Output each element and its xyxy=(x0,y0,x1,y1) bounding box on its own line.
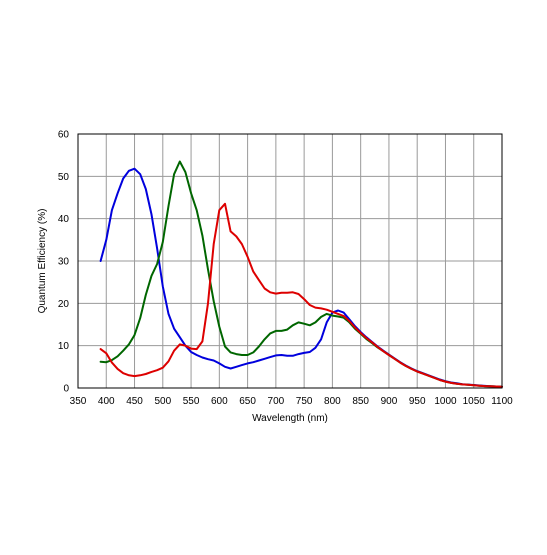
y-tick-label: 10 xyxy=(58,341,70,352)
y-tick-label: 20 xyxy=(58,299,70,310)
x-tick-label: 1000 xyxy=(434,396,457,407)
x-tick-label: 450 xyxy=(126,396,143,407)
series-lines xyxy=(99,160,503,388)
x-tick-label: 800 xyxy=(324,396,341,407)
y-tick-label: 50 xyxy=(58,172,70,183)
series-line-0 xyxy=(99,167,503,388)
plot-frame xyxy=(77,133,503,389)
x-tick-label: 850 xyxy=(352,396,369,407)
y-tick-label: 30 xyxy=(58,257,70,268)
y-tick-label: 0 xyxy=(63,384,69,395)
x-tick-label: 650 xyxy=(239,396,256,407)
x-tick-label: 900 xyxy=(381,396,398,407)
x-tick-label: 1100 xyxy=(491,396,513,407)
x-tick-label: 750 xyxy=(296,396,313,407)
x-tick-label: 550 xyxy=(183,396,200,407)
x-axis-label: Wavelength (nm) xyxy=(252,413,328,424)
x-tick-label: 500 xyxy=(154,396,171,407)
x-tick-label: 600 xyxy=(211,396,228,407)
tick-labels: 350 400 450 500 550 600 650 700 750 800 850 900 950 1… xyxy=(58,130,513,408)
x-tick-label: 700 xyxy=(268,396,285,407)
x-tick-label: 350 xyxy=(70,396,87,407)
y-tick-label: 60 xyxy=(58,130,70,141)
y-tick-label: 40 xyxy=(58,214,70,225)
x-tick-label: 400 xyxy=(98,396,115,407)
series-line-2 xyxy=(99,202,503,388)
x-tick-label: 950 xyxy=(409,396,426,407)
y-axis-label: Quantum Efficiency (%) xyxy=(37,209,48,314)
grid xyxy=(78,134,502,388)
x-tick-label: 1050 xyxy=(463,396,486,407)
